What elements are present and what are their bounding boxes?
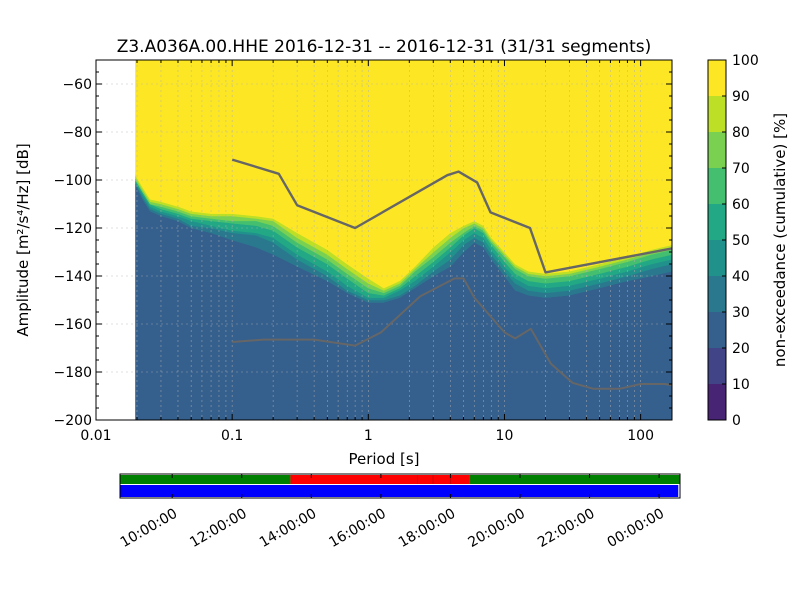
timeline-tick-label: 14:00:00 [257, 506, 319, 551]
y-tick-label: −160 [54, 317, 92, 333]
noise-model-curves [231, 158, 672, 390]
timeline-tick-label: 18:00:00 [396, 506, 458, 551]
data-availability-bar [120, 485, 679, 497]
x-tick-label: 100 [627, 428, 654, 444]
colorbar-tick-label: 80 [732, 125, 750, 141]
colorbar-segment [708, 240, 726, 276]
colorbar-segment [708, 60, 726, 96]
colorbar-segment [708, 276, 726, 312]
y-tick-label: −100 [54, 173, 92, 189]
x-tick-label: 0.1 [221, 428, 243, 444]
colorbar-tick-label: 60 [732, 197, 750, 213]
colorbar-segment [708, 96, 726, 132]
x-axis-label: Period [s] [348, 450, 419, 468]
nhnm-curve [231, 158, 672, 274]
y-tick-label: −120 [54, 221, 92, 237]
psd-segment-bar [290, 475, 470, 484]
ppsd-heatmap [135, 60, 672, 420]
timeline-tick-label: 12:00:00 [187, 506, 249, 551]
y-tick-label: −140 [54, 269, 92, 285]
heatmap-band-100 [135, 60, 672, 289]
colorbar-tick-label: 20 [732, 341, 750, 357]
colorbar: 0 10 20 30 40 50 60 70 80 90 100 [707, 53, 759, 429]
colorbar-tick-label: 30 [732, 305, 750, 321]
timeline-tick-label: 16:00:00 [326, 506, 388, 551]
psd-segment-bar [469, 475, 680, 484]
timeline-tick-label: 00:00:00 [605, 506, 667, 551]
psd-segment-bar [120, 475, 291, 484]
y-tick-label: −60 [62, 77, 92, 93]
nlnm-curve [232, 277, 672, 390]
x-tick-label: 10 [496, 428, 514, 444]
y-axis: −200 −180 −160 −140 −120 −100 −80 −60 [54, 59, 672, 429]
colorbar-tick-label: 100 [732, 53, 759, 69]
y-tick-label: −80 [62, 125, 92, 141]
colorbar-tick-label: 70 [732, 161, 750, 177]
y-axis-label: Amplitude [m²/s⁴/Hz] [dB] [14, 143, 32, 336]
timeline-tick-label: 20:00:00 [466, 506, 528, 551]
colorbar-tick-label: 50 [732, 233, 750, 249]
colorbar-segment [708, 168, 726, 204]
y-tick-label: −200 [54, 413, 92, 429]
colorbar-segment [708, 312, 726, 348]
colorbar-label: non-exceedance (cumulative) [%] [771, 113, 789, 367]
timeline-tick-label: 22:00:00 [535, 506, 597, 551]
colorbar-tick-label: 90 [732, 89, 750, 105]
timeline-frame [119, 473, 681, 499]
grid-lines [96, 60, 672, 420]
segment-timeline: 10:00:00 12:00:00 14:00:00 16:00:00 18:00:00… [118, 473, 681, 551]
x-tick-label: 0.01 [80, 428, 111, 444]
x-axis: 0.01 0.1 1 10 100 [80, 60, 654, 444]
timeline-tick-label: 10:00:00 [118, 506, 180, 551]
chart-title: Z3.A036A.00.HHE 2016-12-31 -- 2016-12-31… [117, 37, 652, 57]
colorbar-segment [708, 204, 726, 240]
colorbar-tick-label: 0 [732, 413, 741, 429]
colorbar-tick-label: 40 [732, 269, 750, 285]
colorbar-tick-label: 10 [732, 377, 750, 393]
y-tick-label: −180 [54, 365, 92, 381]
x-tick-label: 1 [364, 428, 373, 444]
colorbar-segment [708, 348, 726, 384]
colorbar-segment [708, 384, 726, 420]
colorbar-segment [708, 132, 726, 168]
